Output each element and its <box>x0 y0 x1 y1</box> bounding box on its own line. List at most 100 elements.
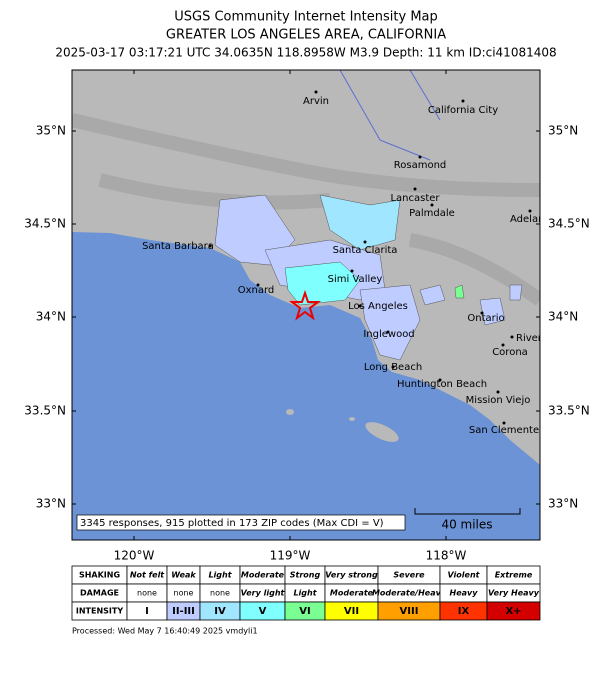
city-label: Lancaster <box>390 193 440 204</box>
lat-label: 34.5°N <box>24 217 66 231</box>
legend-cell <box>486 601 541 621</box>
legend-row-label: SHAKING <box>79 571 120 580</box>
city-dot <box>391 365 395 369</box>
legend-text: VIII <box>400 606 419 617</box>
city-label: Corona <box>492 347 528 358</box>
axes: 35°N 35°N 34.5°N 34.5°N 34°N 34°N 33.5°N 33.5°N… <box>24 70 590 563</box>
lat-label: 34°N <box>36 310 66 324</box>
city-dot <box>501 343 505 347</box>
city-dot <box>528 209 532 213</box>
title: USGS Community Internet Intensity Map <box>174 10 438 25</box>
lat-label: 35°N <box>548 124 578 138</box>
city-label: Huntington Beach <box>397 379 487 390</box>
lon-label: 119°W <box>270 549 311 563</box>
legend-text: Strong <box>290 571 321 580</box>
responses: 3345 responses, 915 plotted in 173 ZIP c… <box>80 518 384 529</box>
legend-text: Severe <box>393 571 425 580</box>
city-label: River <box>516 333 543 344</box>
legend-text: Moderate/Heavy <box>372 589 447 598</box>
city-dot <box>363 240 367 244</box>
city-dot <box>314 90 318 94</box>
legend-text: VII <box>344 606 359 617</box>
legend-row-label: DAMAGE <box>80 589 119 598</box>
event-line: 2025-03-17 03:17:21 UTC 34.0635N 118.895… <box>55 46 556 60</box>
legend-text: Violent <box>448 571 481 580</box>
legend-text: Weak <box>171 571 196 580</box>
map-body: Arvin California City Rosamond Lancaster Pal… <box>72 70 543 540</box>
map-frame <box>71 69 541 541</box>
city-label: Palmdale <box>409 208 455 219</box>
city-dot <box>510 335 514 339</box>
legend-text: Moderate <box>330 589 374 598</box>
city-label: Ontario <box>467 313 504 324</box>
legend-text: none <box>174 589 194 598</box>
terrain <box>72 113 540 306</box>
legend-text: IX <box>458 606 470 617</box>
city-label: Simi Valley <box>328 274 383 285</box>
responses-box <box>76 514 406 531</box>
city-dot <box>256 283 260 287</box>
legend-text: Very strong <box>325 571 378 580</box>
legend-text: Moderate <box>241 571 285 580</box>
processed: Processed: Wed May 7 16:40:49 2025 vmdyl… <box>72 627 258 636</box>
lat-label: 34.5°N <box>548 217 590 231</box>
city-dot <box>413 187 417 191</box>
legend: SHAKING Not felt Weak Light Moderate Strong Ve… <box>71 565 541 621</box>
city-label: Long Beach <box>364 362 422 373</box>
lat-label: 33.5°N <box>24 404 66 418</box>
lat-label: 35°N <box>36 124 66 138</box>
city-dot <box>358 304 362 308</box>
legend-text: IV <box>214 606 226 617</box>
city-dot <box>496 390 500 394</box>
city-label: Arvin <box>303 96 329 107</box>
legend-text: none <box>137 589 157 598</box>
legend-text: I <box>145 606 149 617</box>
city-dot <box>386 330 390 334</box>
region: GREATER LOS ANGELES AREA, CALIFORNIA <box>166 28 446 43</box>
epicenter <box>289 289 321 321</box>
legend-text: X+ <box>505 606 521 617</box>
city-dot <box>438 378 442 382</box>
islands <box>286 409 399 442</box>
legend-text: Not felt <box>130 571 165 580</box>
legend-text: II-III <box>172 606 195 617</box>
city-label: Los Angeles <box>348 301 408 312</box>
city-label: Santa Clarita <box>333 245 398 256</box>
city-label: Rosamond <box>394 160 447 171</box>
ocean <box>72 232 540 540</box>
city-label: Mission Viejo <box>466 395 531 406</box>
lon-label: 120°W <box>114 549 155 563</box>
legend-row-label: INTENSITY <box>76 607 123 616</box>
legend-text: Light <box>208 571 232 580</box>
city-dot <box>208 244 212 248</box>
fault <box>339 70 441 161</box>
legend-text: Light <box>293 589 317 598</box>
legend-text: none <box>210 589 230 598</box>
city-dot <box>502 421 506 425</box>
scale-label: 40 miles <box>441 518 492 532</box>
city-label: Santa Barbara <box>142 241 214 252</box>
city-dot <box>461 99 465 103</box>
legend-text: Very light <box>241 589 286 598</box>
city-label: Oxnard <box>238 285 275 296</box>
cities: Arvin California City Rosamond Lancaster Pal… <box>142 90 543 436</box>
legend-text: VI <box>299 606 310 617</box>
city-dot <box>430 203 434 207</box>
city-label: San Clemente <box>469 425 539 436</box>
city-label: Adelar <box>510 214 543 225</box>
legend-text: Heavy <box>450 589 479 598</box>
lat-label: 34°N <box>548 310 578 324</box>
city-dot <box>418 155 422 159</box>
legend-text: Extreme <box>495 571 533 580</box>
city-label: Inglewood <box>363 329 414 340</box>
lon-label: 118°W <box>426 549 467 563</box>
legend-text: Very Heavy <box>488 589 540 598</box>
legend-text: V <box>259 606 267 617</box>
lat-label: 33°N <box>36 497 66 511</box>
lat-label: 33.5°N <box>548 404 590 418</box>
scale-bar <box>414 508 521 515</box>
lat-label: 33°N <box>548 497 578 511</box>
city-label: California City <box>428 105 498 116</box>
